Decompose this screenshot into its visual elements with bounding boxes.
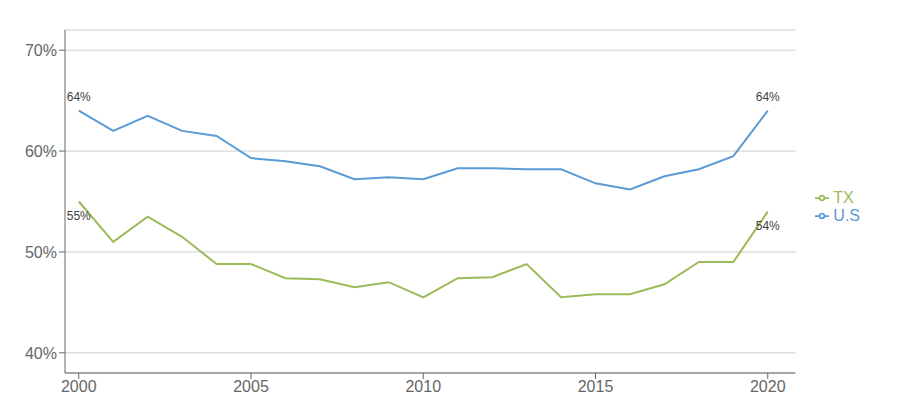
- html-text:TX: TX: [833, 188, 854, 206]
- svg-text:50%: 50%: [25, 244, 57, 261]
- svg-text:64%: 64%: [67, 90, 91, 104]
- html-text:U.S: U.S: [833, 206, 860, 224]
- svg-text:54%: 54%: [756, 219, 780, 233]
- svg-text:55%: 55%: [67, 209, 91, 223]
- svg-text:70%: 70%: [25, 42, 57, 59]
- svg-text:2005: 2005: [233, 378, 269, 395]
- svg-text:2020: 2020: [750, 378, 786, 395]
- svg-text:2000: 2000: [61, 378, 97, 395]
- svg-text:2010: 2010: [405, 378, 441, 395]
- svg-text:60%: 60%: [25, 143, 57, 160]
- svg-text:2015: 2015: [578, 378, 614, 395]
- svg-text:64%: 64%: [756, 90, 780, 104]
- svg-text:40%: 40%: [25, 345, 57, 362]
